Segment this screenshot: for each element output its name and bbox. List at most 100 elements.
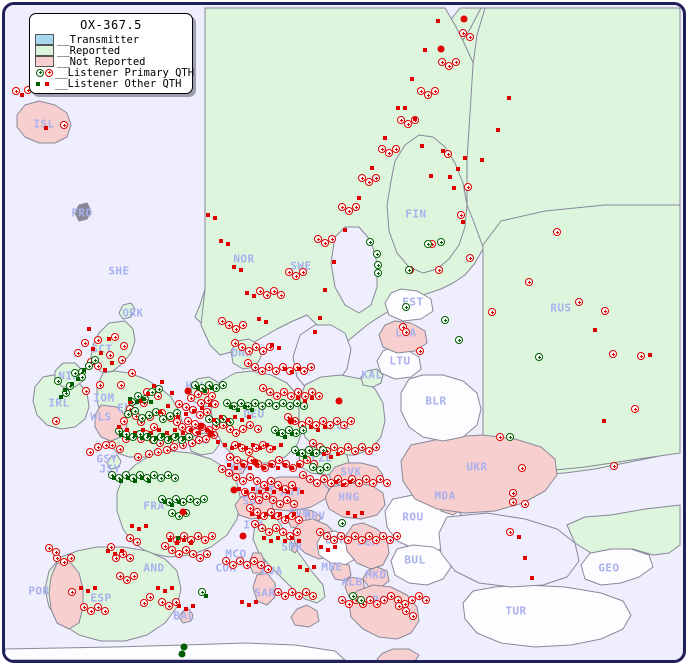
listener-primary-qth-marker: [307, 363, 315, 371]
listener-other-qth-marker: [166, 404, 170, 408]
listener-primary-qth-marker: [457, 211, 465, 219]
listener-primary-qth-marker: [197, 422, 205, 430]
listener-other-qth-marker: [237, 443, 241, 447]
listener-primary-qth-marker: [365, 178, 373, 186]
listener-primary-qth-marker: [601, 307, 609, 315]
listener-primary-qth-marker: [345, 600, 353, 608]
listener-other-qth-marker: [212, 418, 216, 422]
country-crete: [376, 648, 420, 660]
listener-other-qth-marker: [290, 466, 294, 470]
listener-other-qth-marker: [270, 343, 274, 347]
listener-other-qth-marker: [236, 408, 240, 412]
listener-primary-qth-marker: [107, 543, 115, 551]
listener-primary-qth-marker: [245, 347, 253, 355]
listener-primary-qth-marker: [154, 448, 162, 456]
listener-other-qth-marker: [258, 490, 262, 494]
listener-primary-qth-marker: [201, 536, 209, 544]
listener-other-qth-marker: [147, 479, 151, 483]
listener-other-qth-marker: [63, 388, 67, 392]
listener-other-qth-marker: [156, 586, 160, 590]
listener-primary-qth-marker: [506, 433, 514, 441]
listener-primary-qth-marker: [187, 394, 195, 402]
listener-primary-qth-marker: [374, 269, 382, 277]
listener-other-qth-marker: [322, 452, 326, 456]
listener-primary-qth-marker: [290, 500, 298, 508]
listener-other-qth-marker: [239, 268, 243, 272]
listener-other-qth-marker: [265, 487, 269, 491]
listener-other-qth-marker: [128, 400, 132, 404]
listener-primary-qth-marker: [416, 347, 424, 355]
listener-other-qth-marker: [517, 535, 521, 539]
listener-other-qth-marker: [103, 368, 107, 372]
listener-primary-qth-marker: [380, 596, 388, 604]
listener-other-qth-marker: [648, 353, 652, 357]
listener-other-qth-marker: [318, 316, 322, 320]
listener-other-qth-marker: [135, 400, 139, 404]
listener-other-qth-marker: [241, 463, 245, 467]
listener-primary-qth-marker: [392, 145, 400, 153]
listener-other-qth-marker: [176, 415, 180, 419]
listener-other-qth-marker: [247, 603, 251, 607]
listener-primary-qth-marker: [466, 33, 474, 41]
listener-primary-qth-marker: [340, 421, 348, 429]
listener-other-qth-marker: [262, 536, 266, 540]
listener-primary-qth-marker: [251, 458, 259, 466]
listener-other-qth-marker: [343, 228, 347, 232]
legend-label: __Not Reported: [57, 55, 146, 68]
listener-primary-qth-marker: [338, 519, 346, 527]
listener-other-qth-marker: [329, 455, 333, 459]
listener-other-qth-marker: [265, 443, 269, 447]
listener-primary-qth-marker: [637, 352, 645, 360]
listener-primary-qth-marker: [52, 548, 60, 556]
listener-other-qth-marker: [334, 480, 338, 484]
listener-other-qth-marker: [227, 463, 231, 467]
listener-primary-qth-marker: [145, 450, 153, 458]
listener-other-qth-marker: [163, 500, 167, 504]
listener-primary-qth-marker: [281, 592, 289, 600]
listener-primary-qth-marker: [150, 423, 158, 431]
listener-other-qth-marker: [160, 380, 164, 384]
listener-other-qth-marker: [82, 368, 86, 372]
listener-other-qth-marker: [170, 391, 174, 395]
listener-primary-qth-marker: [106, 351, 114, 359]
listener-primary-qth-marker: [170, 443, 178, 451]
listener-other-qth-marker: [197, 431, 201, 435]
listener-other-qth-marker: [496, 128, 500, 132]
listener-other-qth-marker: [230, 446, 234, 450]
listener-primary-qth-marker: [277, 291, 285, 299]
listener-other-qth-marker: [264, 512, 268, 516]
listener-other-qth-marker: [251, 443, 255, 447]
listener-other-qth-marker: [410, 77, 414, 81]
country-montenegro: [330, 562, 352, 582]
listener-primary-qth-marker: [128, 369, 136, 377]
listener-primary-qth-marker: [116, 445, 124, 453]
listener-other-qth-marker: [191, 604, 195, 608]
listener-other-qth-marker: [309, 425, 313, 429]
legend-row: __Not Reported: [35, 56, 187, 67]
listener-primary-qth-marker: [295, 516, 303, 524]
listener-other-qth-marker: [370, 166, 374, 170]
listener-other-qth-marker: [297, 367, 301, 371]
listener-primary-qth-marker: [200, 495, 208, 503]
listener-other-qth-marker: [149, 400, 153, 404]
listener-primary-qth-marker: [293, 528, 301, 536]
listener-primary-qth-marker: [260, 481, 268, 489]
listener-other-qth-marker: [247, 415, 251, 419]
listener-primary-qth-marker: [292, 272, 300, 280]
listener-other-qth-marker: [141, 428, 145, 432]
legend-row: __Listener Other QTH: [35, 78, 187, 89]
listener-primary-qth-marker: [74, 349, 82, 357]
legend-rows: __Transmitter __Reported __Not Reported __L…: [35, 34, 194, 89]
listener-other-qth-marker: [107, 337, 111, 341]
listener-other-qth-marker: [200, 406, 204, 410]
listener-primary-qth-marker: [71, 369, 79, 377]
listener-primary-qth-marker: [366, 238, 374, 246]
listener-other-qth-marker: [303, 455, 307, 459]
listener-other-qth-marker: [278, 512, 282, 516]
listener-primary-qth-marker: [408, 596, 416, 604]
listener-other-qth-marker: [177, 604, 181, 608]
listener-primary-qth-marker: [246, 421, 254, 429]
legend-row: __Transmitter: [35, 34, 187, 45]
listener-primary-qth-marker: [86, 448, 94, 456]
